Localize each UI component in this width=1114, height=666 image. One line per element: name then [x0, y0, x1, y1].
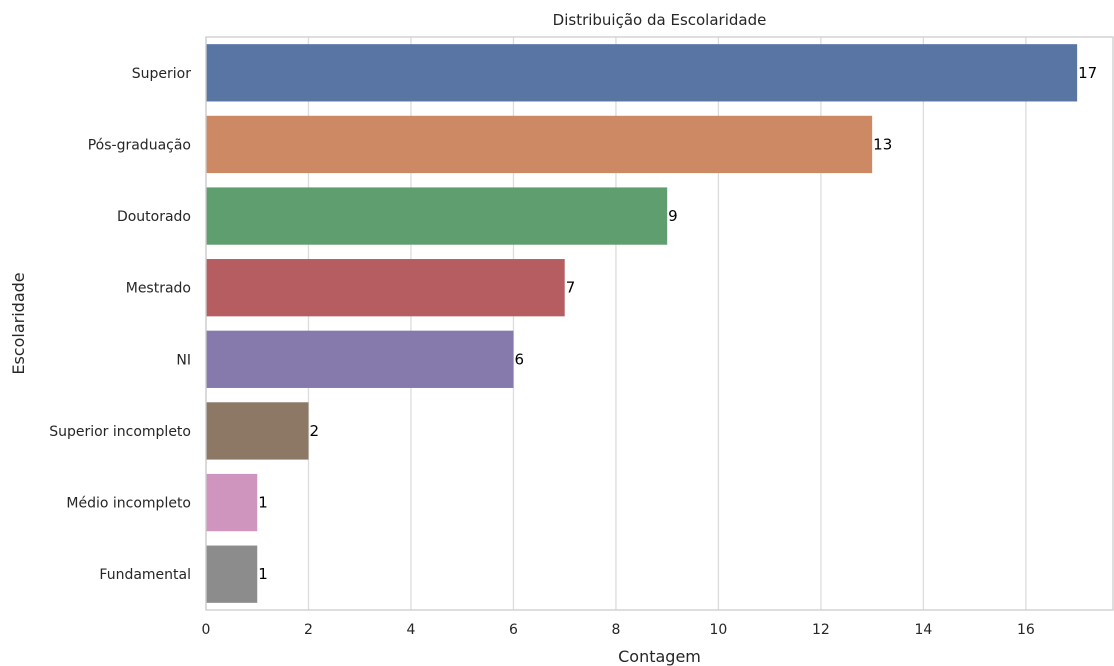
- y-tick-label: Fundamental: [99, 567, 191, 583]
- bar-value-label: 6: [514, 350, 524, 368]
- y-tick-label: NI: [176, 352, 191, 368]
- y-tick-label: Médio incompleto: [66, 496, 191, 512]
- x-tick-label: 2: [304, 622, 313, 638]
- bar-value-label: 2: [309, 422, 319, 440]
- bars: [206, 44, 1077, 603]
- x-tick-label: 10: [710, 622, 728, 638]
- bar: [206, 331, 513, 388]
- bar-value-label: 13: [873, 135, 892, 153]
- bar: [206, 187, 667, 244]
- x-tick-label: 0: [202, 622, 211, 638]
- y-tick-label: Pós-graduação: [88, 137, 191, 153]
- bar-value-label: 1: [258, 494, 268, 512]
- bar-value-label: 17: [1078, 64, 1097, 82]
- bar: [206, 116, 872, 173]
- y-tick-label: Superior incompleto: [49, 424, 191, 440]
- bar: [206, 546, 257, 603]
- x-tick-label: 14: [914, 622, 932, 638]
- bar-value-label: 9: [668, 207, 678, 225]
- y-tick-label: Mestrado: [126, 281, 191, 297]
- bar-value-label: 7: [566, 279, 576, 297]
- x-tick-labels: 0 2 4 6 8 10 12 14 16: [202, 622, 1035, 638]
- y-tick-label: Doutorado: [117, 209, 191, 225]
- bar: [206, 44, 1077, 101]
- x-tick-label: 8: [611, 622, 620, 638]
- chart-title: Distribuição da Escolaridade: [553, 11, 767, 29]
- x-axis-label: Contagem: [618, 647, 701, 666]
- x-tick-label: 12: [812, 622, 830, 638]
- y-tick-labels: Superior Pós-graduação Doutorado Mestrado NI…: [49, 66, 191, 583]
- x-tick-label: 16: [1017, 622, 1035, 638]
- bar-value-label: 1: [258, 565, 268, 583]
- bar: [206, 474, 257, 531]
- x-tick-label: 4: [407, 622, 416, 638]
- x-tick-label: 6: [509, 622, 518, 638]
- bar: [206, 402, 308, 459]
- bar: [206, 259, 565, 316]
- y-axis-label: Escolaridade: [9, 272, 28, 374]
- y-tick-label: Superior: [132, 66, 191, 82]
